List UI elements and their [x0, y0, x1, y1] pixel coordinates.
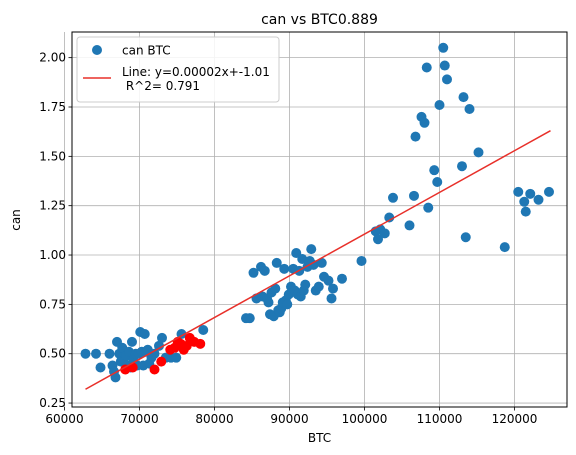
- data-point-blue: [297, 253, 308, 264]
- data-point-blue: [337, 273, 347, 284]
- data-point-blue: [263, 297, 274, 308]
- data-point-blue: [520, 206, 531, 217]
- x-tick-label: 110000: [417, 412, 463, 426]
- data-point-blue: [533, 194, 544, 205]
- y-axis-label: can: [9, 209, 23, 231]
- data-point-blue: [149, 348, 160, 359]
- x-tick-label: 70000: [120, 412, 158, 426]
- data-point-red: [127, 362, 138, 373]
- data-point-blue: [519, 196, 530, 207]
- data-point-blue: [439, 60, 450, 71]
- legend-label-fit-line: Line: y=0.00002x+-1.01 R^2= 0.791: [122, 65, 270, 93]
- regression-line: [85, 130, 551, 390]
- data-point-blue: [460, 232, 471, 243]
- data-point-blue: [313, 281, 324, 292]
- data-point-blue: [457, 161, 467, 172]
- data-point-blue: [388, 192, 398, 203]
- data-point-blue: [525, 188, 536, 199]
- data-point-blue: [139, 328, 150, 339]
- data-point-blue: [316, 257, 327, 268]
- data-point-blue: [473, 147, 484, 158]
- data-point-blue: [356, 255, 367, 266]
- x-tick-label: 90000: [270, 412, 308, 426]
- data-point-red: [120, 364, 131, 375]
- data-point-blue: [432, 177, 443, 187]
- data-point-blue: [379, 228, 390, 239]
- data-point-blue: [271, 257, 282, 268]
- x-tick-label: 120000: [492, 412, 538, 426]
- y-tick-label: 1.25: [39, 199, 66, 213]
- data-point-blue: [434, 100, 445, 111]
- y-tick-label: 1.75: [39, 100, 66, 114]
- plot-area: [80, 42, 554, 390]
- data-point-blue: [409, 190, 419, 201]
- data-point-blue: [282, 299, 293, 310]
- data-point-blue: [438, 42, 449, 53]
- chart-title: can vs BTC0.889: [261, 12, 378, 28]
- data-point-blue: [499, 242, 510, 253]
- x-axis-label: BTC: [308, 431, 331, 445]
- data-point-blue: [458, 92, 469, 103]
- legend-fit-line-text: R^2= 0.791: [122, 79, 200, 93]
- data-point-blue: [306, 244, 317, 255]
- data-point-blue: [404, 220, 415, 231]
- plot-frame: [71, 31, 568, 408]
- data-point-red: [156, 356, 167, 367]
- data-point-blue: [429, 165, 440, 176]
- data-point-red: [181, 340, 192, 351]
- data-point-blue: [279, 263, 290, 274]
- legend-marker-can-btc: [92, 45, 102, 55]
- data-point-blue: [464, 103, 475, 114]
- data-point-blue: [384, 212, 395, 223]
- data-point-blue: [323, 275, 334, 286]
- data-point-blue: [421, 62, 432, 73]
- data-point-red: [195, 338, 206, 349]
- data-point-blue: [544, 186, 554, 197]
- legend-fit-line-text: Line: y=0.00002x+-1.01: [122, 65, 270, 79]
- data-point-blue: [171, 352, 182, 363]
- data-point-blue: [410, 131, 421, 142]
- data-point-red: [149, 364, 160, 375]
- data-point-blue: [80, 348, 91, 359]
- data-point-blue: [248, 267, 259, 278]
- data-point-blue: [442, 74, 452, 85]
- data-point-blue: [154, 340, 164, 351]
- data-point-blue: [308, 259, 319, 270]
- data-point-blue: [423, 202, 434, 213]
- data-point-blue: [244, 313, 255, 324]
- data-point-blue: [95, 362, 106, 373]
- y-tick-label: 1.50: [39, 149, 66, 163]
- legend-label-can-btc: can BTC: [122, 44, 171, 58]
- legend: can BTC Line: y=0.00002x+-1.01 R^2= 0.79…: [76, 36, 280, 103]
- axis-ticks: 60000 70000 80000 90000 100000 110000 120000 0.…: [39, 51, 537, 426]
- data-point-blue: [127, 336, 137, 347]
- y-tick-label: 1.00: [39, 248, 66, 262]
- x-tick-label: 100000: [342, 412, 388, 426]
- data-point-blue: [259, 265, 270, 276]
- data-point-blue: [326, 293, 337, 304]
- y-tick-label: 0.50: [39, 347, 66, 361]
- y-tick-label: 0.75: [39, 297, 66, 311]
- legend-box: [76, 36, 280, 103]
- data-point-blue: [373, 234, 383, 245]
- data-point-blue: [110, 372, 121, 383]
- data-point-blue: [419, 117, 430, 128]
- data-point-blue: [104, 348, 115, 359]
- data-point-blue: [270, 283, 281, 294]
- x-tick-label: 60000: [45, 412, 83, 426]
- data-point-blue: [198, 325, 209, 336]
- x-tick-label: 80000: [195, 412, 233, 426]
- data-point-blue: [328, 283, 338, 294]
- data-point-blue: [91, 348, 101, 359]
- data-point-blue: [513, 186, 524, 197]
- y-tick-label: 0.25: [39, 396, 66, 410]
- data-point-blue: [157, 332, 167, 343]
- y-tick-label: 2.00: [39, 51, 66, 65]
- data-point-blue: [300, 279, 311, 290]
